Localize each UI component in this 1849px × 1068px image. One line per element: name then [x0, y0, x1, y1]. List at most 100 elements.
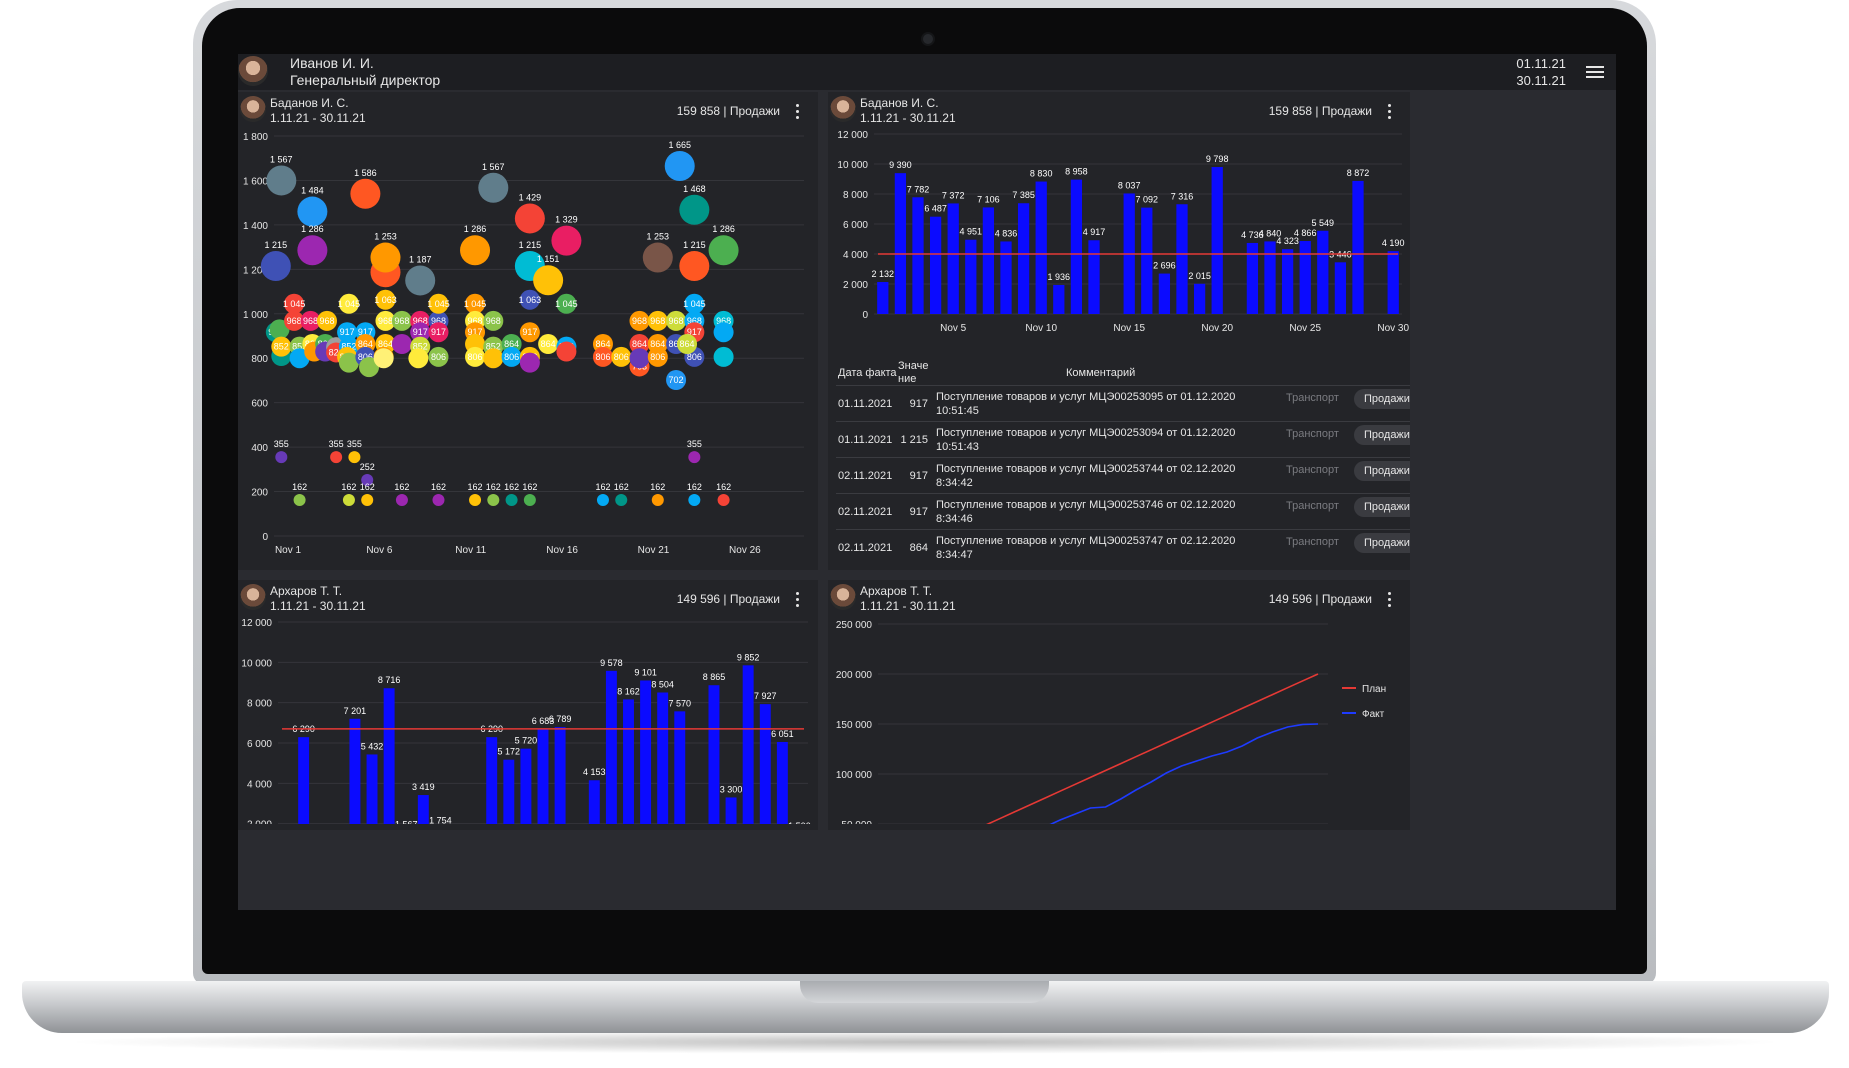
- bar: [725, 797, 737, 824]
- data-label: 162: [394, 482, 409, 492]
- panel-summary: 159 858 | Продажи: [1268, 104, 1372, 118]
- row-tag-button[interactable]: Продажи: [1354, 461, 1410, 481]
- bar: [877, 282, 889, 314]
- data-label: 9 390: [889, 160, 912, 170]
- user-info: Иванов И. И. Генеральный директор: [290, 55, 440, 89]
- panel-line: Архаров Т. Т. 1.11.21 - 30.11.21 149 596…: [828, 580, 1410, 830]
- data-label: 1 253: [647, 232, 670, 242]
- panel-header: Архаров Т. Т. 1.11.21 - 30.11.21: [270, 584, 366, 614]
- camera-icon: [921, 32, 935, 46]
- table-row[interactable]: 01.11.2021 917 Поступление товаров и услуг…: [836, 385, 1410, 422]
- row-comment: Поступление товаров и услуг МЦЭ00253746 …: [936, 499, 1236, 525]
- scatter-point: [370, 242, 401, 273]
- user-avatar[interactable]: [238, 56, 268, 86]
- row-value: 864: [909, 542, 928, 554]
- data-label: 917: [431, 327, 446, 337]
- data-label: 9 101: [634, 667, 657, 677]
- row-date: 01.11.2021: [838, 398, 893, 410]
- scatter-point: [713, 346, 734, 367]
- scatter-point: [469, 494, 482, 506]
- bar: [1017, 203, 1030, 314]
- person-name: Архаров Т. Т.: [270, 584, 343, 598]
- scatter-point: [642, 242, 673, 273]
- col-date: Дата факта: [838, 367, 897, 379]
- row-tag-button[interactable]: Продажи: [1354, 533, 1410, 553]
- date-range[interactable]: 01.11.21 30.11.21: [1516, 55, 1566, 89]
- data-label: 968: [650, 316, 665, 326]
- scatter-point: [679, 251, 710, 281]
- row-category: Транспорт: [1286, 536, 1339, 548]
- data-label: 968: [319, 316, 334, 326]
- period: 1.11.21 - 30.11.21: [270, 111, 366, 125]
- data-label: 7 201: [344, 706, 367, 716]
- y-tick-label: 50 000: [841, 820, 872, 824]
- scatter-point: [350, 178, 381, 209]
- top-bar: Иванов И. И. Генеральный директор 01.11.…: [238, 54, 1616, 90]
- row-tag-button[interactable]: Продажи: [1354, 425, 1410, 445]
- scatter-point: [556, 293, 577, 314]
- person-avatar: [240, 96, 266, 122]
- scatter-point: [428, 346, 449, 367]
- scatter-point: [271, 336, 292, 357]
- bar: [1387, 251, 1399, 314]
- data-label: 864: [632, 339, 647, 349]
- legend-label: Факт: [1362, 709, 1385, 720]
- data-label: 8 162: [617, 686, 640, 696]
- y-tick-label: 4 000: [843, 250, 868, 261]
- data-label: 1 286: [712, 224, 735, 234]
- bar: [605, 670, 617, 824]
- x-tick-label: Nov 5: [940, 323, 967, 334]
- scatter-point: [410, 322, 431, 343]
- data-label: 8 958: [1065, 167, 1088, 177]
- data-label: 4 323: [1276, 236, 1299, 246]
- data-label: 7 092: [1136, 195, 1159, 205]
- data-label: 9 852: [737, 652, 760, 662]
- data-label: 3 419: [412, 782, 435, 792]
- period: 1.11.21 - 30.11.21: [860, 599, 956, 613]
- scatter-point: [688, 451, 701, 464]
- y-tick-label: 4 000: [247, 779, 272, 790]
- data-label: 355: [329, 439, 344, 449]
- scatter-point: [338, 293, 359, 314]
- table-row[interactable]: 01.11.2021 1 215 Поступление товаров и усл…: [836, 421, 1410, 458]
- table-row[interactable]: 02.11.2021 917 Поступление товаров и услуг…: [836, 493, 1410, 530]
- scatter-point: [375, 310, 396, 331]
- data-label: 702: [669, 375, 684, 385]
- data-label: 7 385: [1012, 190, 1035, 200]
- scatter-point: [519, 322, 540, 343]
- scatter-point: [629, 334, 650, 354]
- bar: [929, 216, 942, 314]
- data-label: 162: [292, 482, 307, 492]
- panel-summary: 149 596 | Продажи: [676, 592, 780, 606]
- bar: [486, 737, 498, 824]
- data-label: 1 754: [429, 816, 452, 824]
- data-label: 852: [413, 342, 428, 352]
- panel-header: Баданов И. С. 1.11.21 - 30.11.21: [270, 96, 366, 126]
- table-row[interactable]: 02.11.2021 864 Поступление товаров и услуг…: [836, 529, 1410, 566]
- more-options-icon[interactable]: [1386, 592, 1392, 608]
- row-tag-button[interactable]: Продажи: [1354, 497, 1410, 517]
- scatter-point: [483, 310, 504, 331]
- scatter-point: [538, 334, 559, 354]
- row-date: 02.11.2021: [838, 542, 893, 554]
- row-tag-button[interactable]: Продажи: [1354, 389, 1410, 409]
- more-options-icon[interactable]: [1386, 104, 1392, 120]
- data-label: 1 215: [519, 240, 542, 250]
- row-comment: Поступление товаров и услуг МЦЭ00253744 …: [936, 463, 1236, 489]
- more-options-icon[interactable]: [794, 592, 800, 608]
- data-label: 864: [669, 339, 684, 349]
- x-tick-label: Nov 21: [638, 545, 670, 556]
- row-category: Транспорт: [1286, 428, 1339, 440]
- data-label: 8 504: [651, 680, 674, 690]
- data-label: 162: [341, 482, 356, 492]
- table-row[interactable]: 02.11.2021 917 Поступление товаров и услуг…: [836, 457, 1410, 494]
- data-label: 852: [341, 342, 356, 352]
- row-comment: Поступление товаров и услуг МЦЭ00253094 …: [936, 427, 1236, 453]
- series-line: [1049, 723, 1319, 824]
- scatter-point: [519, 352, 540, 373]
- y-tick-label: 6 000: [843, 220, 868, 231]
- hamburger-menu-icon[interactable]: [1586, 66, 1604, 78]
- scatter-point: [551, 225, 582, 256]
- scatter-point: [629, 310, 650, 331]
- more-options-icon[interactable]: [794, 104, 800, 120]
